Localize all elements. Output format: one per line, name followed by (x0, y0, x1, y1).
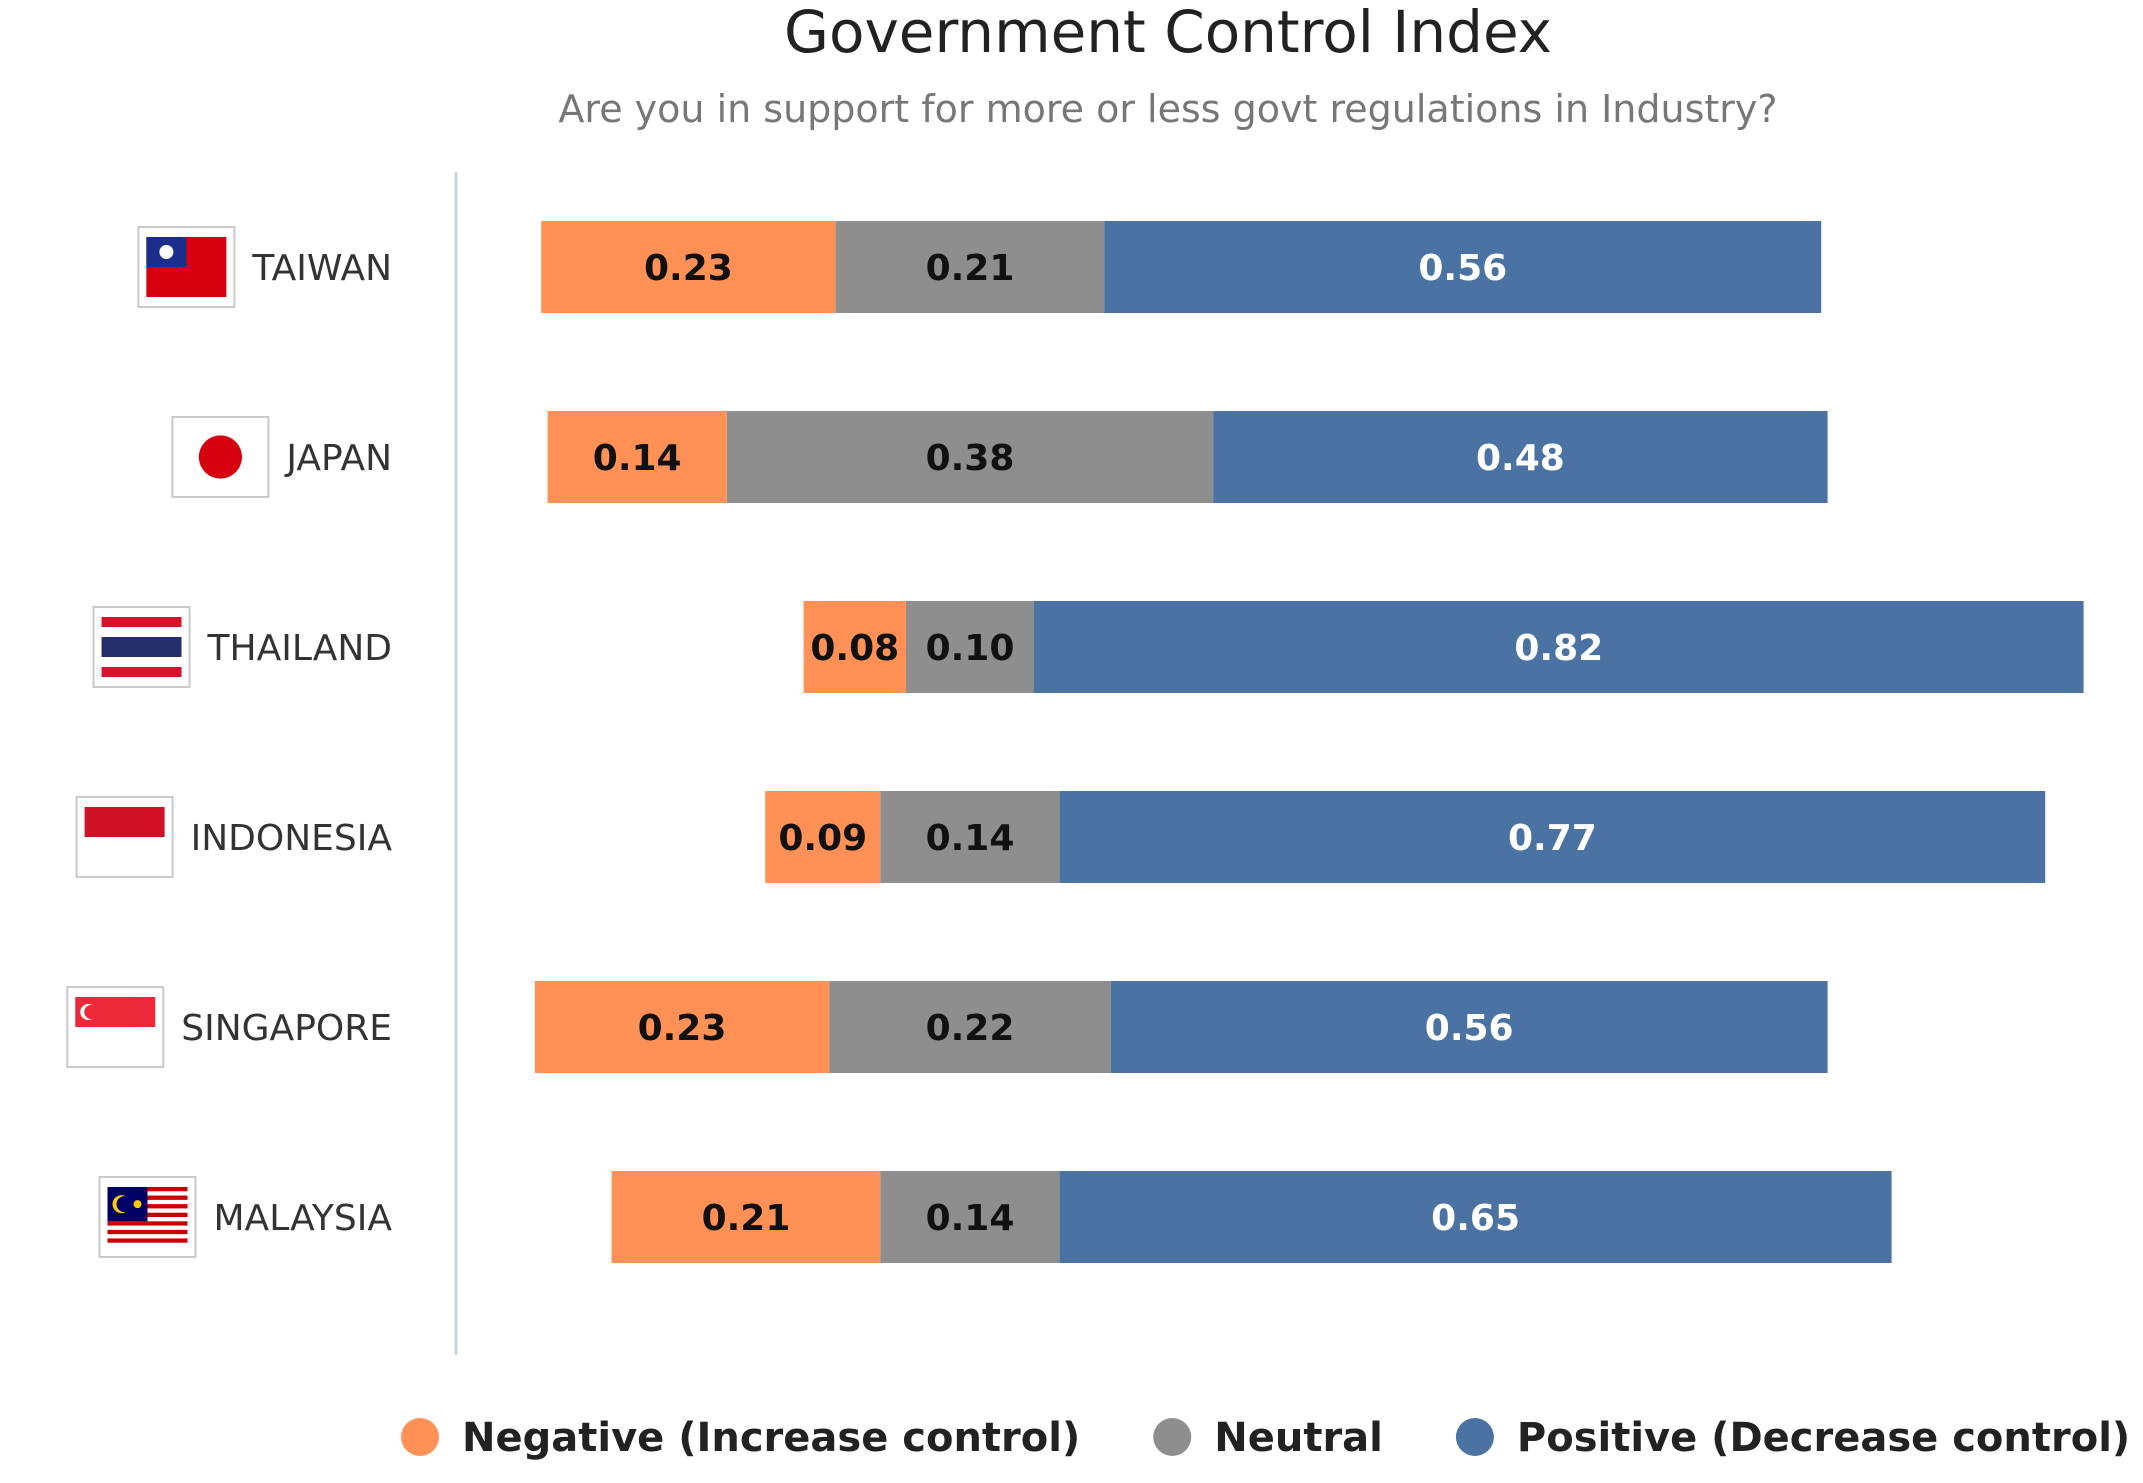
legend-marker-positive-decrease-control- (1455, 1418, 1494, 1456)
bar-thailand-negative-increase-control- (803, 601, 906, 693)
bar-singapore-neutral (829, 981, 1111, 1073)
value-label-taiwan-neutral: 0.21 (926, 248, 1015, 289)
chart-title: Government Control Index (784, 0, 1552, 66)
value-label-japan-neutral: 0.38 (926, 438, 1015, 479)
bar-indonesia-neutral (880, 791, 1060, 883)
value-label-japan-negative-increase-control-: 0.14 (593, 438, 682, 479)
indonesia-flag-icon (75, 796, 174, 878)
value-label-indonesia-positive-decrease-control-: 0.77 (1508, 818, 1597, 859)
category-label-indonesia: INDONESIA (191, 818, 393, 859)
chart-subtitle: Are you in support for more or less govt… (558, 87, 1777, 131)
legend-marker-negative-increase-control- (401, 1418, 439, 1456)
legend-marker-neutral (1153, 1418, 1192, 1456)
category-label-taiwan: TAIWAN (251, 248, 392, 289)
malaysia-flag-icon (98, 1176, 197, 1258)
value-label-taiwan-positive-decrease-control-: 0.56 (1418, 248, 1507, 289)
value-label-singapore-negative-increase-control-: 0.23 (638, 1008, 727, 1049)
bar-japan-positive-decrease-control- (1213, 411, 1828, 503)
singapore-flag-icon (66, 986, 165, 1068)
value-label-singapore-neutral: 0.22 (926, 1008, 1015, 1049)
legend-label-neutral: Neutral (1214, 1415, 1383, 1461)
category-label-singapore: SINGAPORE (181, 1008, 392, 1049)
value-label-malaysia-neutral: 0.14 (926, 1198, 1015, 1239)
japan-flag-icon (171, 416, 270, 498)
bar-thailand-neutral (906, 601, 1034, 693)
bar-taiwan-negative-increase-control- (541, 221, 836, 313)
legend-label-positive-decrease-control-: Positive (Decrease control) (1517, 1415, 2130, 1461)
thailand-flag-icon (92, 606, 191, 688)
value-label-thailand-neutral: 0.10 (926, 628, 1015, 669)
bar-japan-neutral (726, 411, 1214, 503)
value-label-japan-positive-decrease-control-: 0.48 (1476, 438, 1565, 479)
bar-singapore-positive-decrease-control- (1110, 981, 1828, 1073)
category-label-thailand: THAILAND (207, 628, 392, 669)
bar-indonesia-negative-increase-control- (765, 791, 881, 883)
bar-japan-negative-increase-control- (547, 411, 727, 503)
bars-group: 0.23 0.21 0.56 0.14 0.38 0.48 0.08 0.10 0.82 0.09… (534, 221, 2084, 1263)
category-label-malaysia: MALAYSIA (214, 1198, 393, 1239)
value-label-thailand-negative-increase-control-: 0.08 (810, 628, 899, 669)
legend-label-negative-increase-control-: Negative (Increase control) (462, 1415, 1080, 1461)
legend: Negative (Increase control) Neutral Positi… (401, 1415, 2130, 1461)
bar-taiwan-positive-decrease-control- (1104, 221, 1822, 313)
category-label-japan: JAPAN (284, 438, 392, 479)
bar-singapore-negative-increase-control- (534, 981, 830, 1073)
bar-malaysia-neutral (880, 1171, 1060, 1263)
value-label-singapore-positive-decrease-control-: 0.56 (1425, 1008, 1514, 1049)
bar-thailand-positive-decrease-control- (1034, 601, 2084, 693)
taiwan-flag-icon (137, 226, 236, 308)
value-label-taiwan-negative-increase-control-: 0.23 (644, 248, 733, 289)
flags-group (66, 226, 270, 1258)
value-label-thailand-positive-decrease-control-: 0.82 (1514, 628, 1603, 669)
value-label-malaysia-positive-decrease-control-: 0.65 (1431, 1198, 1520, 1239)
bar-taiwan-neutral (835, 221, 1105, 313)
bar-malaysia-positive-decrease-control- (1059, 1171, 1892, 1263)
value-label-malaysia-negative-increase-control-: 0.21 (702, 1198, 791, 1239)
bar-malaysia-negative-increase-control- (611, 1171, 881, 1263)
value-label-indonesia-negative-increase-control-: 0.09 (778, 818, 867, 859)
value-label-indonesia-neutral: 0.14 (926, 818, 1015, 859)
bar-indonesia-positive-decrease-control- (1059, 791, 2046, 883)
category-labels: TAIWAN JAPAN THAILAND INDONESIA SINGAPORE MAL… (181, 248, 392, 1239)
